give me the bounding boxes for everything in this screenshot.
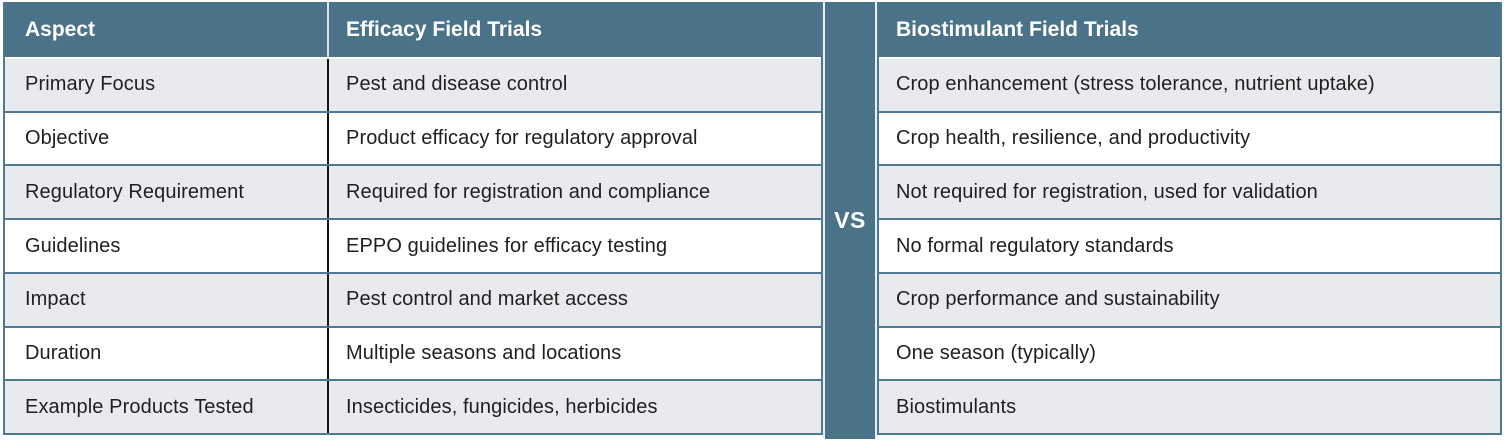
vs-divider: VS — [823, 2, 877, 439]
table-row: Impact Pest control and market access — [5, 271, 821, 326]
aspect-cell: Regulatory Requirement — [5, 166, 329, 219]
table-row: Primary Focus Pest and disease control — [5, 57, 821, 111]
biostimulant-value-cell: No formal regulatory standards — [896, 234, 1174, 257]
table-row: Example Products Tested Insecticides, fun… — [5, 379, 821, 434]
efficacy-value-cell: Insecticides, fungicides, herbicides — [346, 395, 658, 418]
table-row: One season (typically) — [879, 325, 1500, 380]
table-row: Duration Multiple seasons and locations — [5, 325, 821, 380]
efficacy-value-cell: Pest control and market access — [346, 288, 629, 311]
aspect-cell: Example Products Tested — [5, 381, 329, 434]
biostimulant-value-cell: Not required for registration, used for … — [896, 180, 1318, 203]
efficacy-value-cell: Multiple seasons and locations — [346, 341, 622, 364]
biostimulant-table: Biostimulant Field Trials Crop enhanceme… — [877, 2, 1502, 435]
aspect-cell: Primary Focus — [5, 59, 329, 111]
table-row: Crop health, resilience, and productivit… — [879, 110, 1500, 165]
efficacy-value-cell: Required for registration and compliance — [346, 180, 711, 203]
vs-label: VS — [834, 207, 866, 233]
biostimulant-value-cell: Crop health, resilience, and productivit… — [896, 127, 1251, 150]
biostimulant-value-cell: Crop enhancement (stress tolerance, nutr… — [896, 73, 1375, 96]
efficacy-table: Aspect Efficacy Field Trials Primary Foc… — [3, 2, 823, 435]
aspect-cell: Impact — [5, 273, 329, 326]
efficacy-value-cell: EPPO guidelines for efficacy testing — [346, 234, 668, 257]
efficacy-column-header: Efficacy Field Trials — [346, 17, 543, 41]
aspect-cell: Objective — [5, 112, 329, 165]
table-row: Objective Product efficacy for regulatory… — [5, 110, 821, 165]
biostimulant-value-cell: One season (typically) — [896, 341, 1097, 364]
aspect-column-header: Aspect — [5, 2, 329, 57]
table-row: Crop enhancement (stress tolerance, nutr… — [879, 57, 1500, 111]
right-table-header-row: Biostimulant Field Trials — [879, 2, 1500, 57]
table-row: Not required for registration, used for … — [879, 164, 1500, 219]
table-row: No formal regulatory standards — [879, 218, 1500, 272]
biostimulant-value-cell: Biostimulants — [896, 395, 1017, 418]
biostimulant-column-header: Biostimulant Field Trials — [896, 17, 1139, 41]
biostimulant-value-cell: Crop performance and sustainability — [896, 288, 1220, 311]
aspect-cell: Guidelines — [5, 220, 329, 272]
efficacy-value-cell: Pest and disease control — [346, 73, 568, 96]
table-row: Biostimulants — [879, 379, 1500, 434]
table-row: Regulatory Requirement Required for regis… — [5, 164, 821, 219]
table-row: Guidelines EPPO guidelines for efficacy t… — [5, 218, 821, 272]
left-table-header-row: Aspect Efficacy Field Trials — [5, 2, 821, 57]
efficacy-value-cell: Product efficacy for regulatory approval — [346, 127, 698, 150]
aspect-cell: Duration — [5, 327, 329, 380]
table-row: Crop performance and sustainability — [879, 271, 1500, 326]
